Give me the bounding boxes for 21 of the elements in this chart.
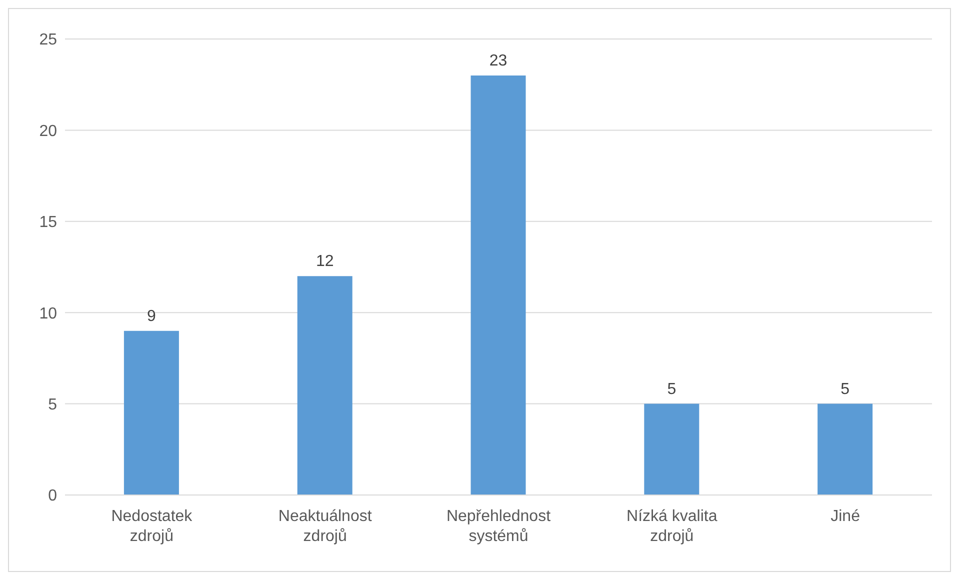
x-tick-label: Nedostatek zdrojů xyxy=(111,508,194,545)
bar xyxy=(470,75,526,495)
y-tick-label: 5 xyxy=(48,396,58,414)
bar xyxy=(297,276,352,495)
x-tick-label: Neaktuálnost zdrojů xyxy=(278,508,372,545)
y-tick-label: 15 xyxy=(39,214,58,232)
bar xyxy=(644,404,700,495)
x-tick-label: Nepřehlednost systémů xyxy=(446,508,552,545)
data-label: 23 xyxy=(489,52,508,70)
y-tick-label: 20 xyxy=(39,122,58,140)
data-label: 5 xyxy=(840,380,850,398)
y-tick-label: 0 xyxy=(48,488,58,505)
data-label: 12 xyxy=(316,253,334,270)
data-label: 9 xyxy=(147,308,156,325)
bar xyxy=(124,330,179,495)
data-label: 5 xyxy=(667,380,676,398)
y-tick-label: 25 xyxy=(39,32,58,49)
bar xyxy=(818,404,873,495)
y-tick-label: 10 xyxy=(39,305,58,322)
x-tick-label: Nízká kvalita zdrojů xyxy=(626,508,718,545)
x-tick-label: Jiné xyxy=(830,508,860,525)
